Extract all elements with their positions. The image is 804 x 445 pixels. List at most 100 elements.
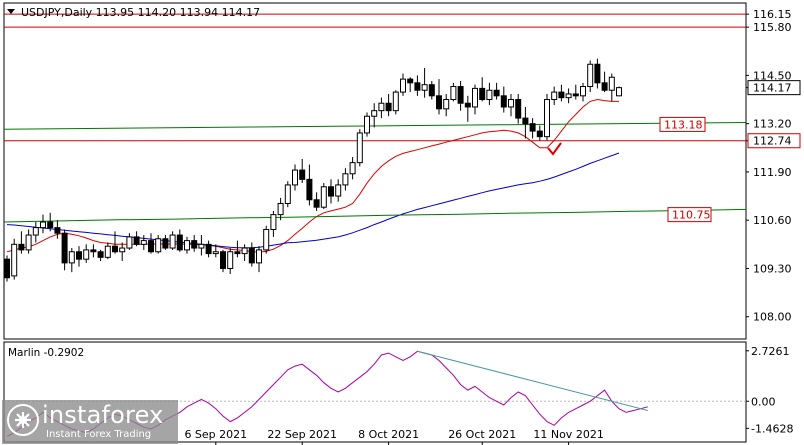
candle-body-bullish xyxy=(349,162,356,175)
y-axis-label: 109.30 xyxy=(753,262,792,275)
candle-body-bullish xyxy=(169,234,176,249)
candle-body-bullish xyxy=(198,243,205,249)
candle-body-bullish xyxy=(335,184,342,197)
candle xyxy=(356,129,363,167)
candle xyxy=(18,231,25,254)
candle xyxy=(335,179,342,202)
price-box-114.17 xyxy=(747,80,801,96)
candle-body-bearish xyxy=(313,199,320,208)
candle-body-bullish xyxy=(371,110,378,117)
candle xyxy=(508,93,514,117)
candle-body-bearish xyxy=(61,232,68,264)
y-axis-label: 114.50 xyxy=(753,69,792,82)
candle-body-bullish xyxy=(292,169,298,186)
candle-body-bearish xyxy=(428,84,435,97)
candle-body-bullish xyxy=(551,91,558,101)
candle xyxy=(133,231,140,247)
candle-body-bearish xyxy=(191,240,198,249)
candle-body-bullish xyxy=(320,186,327,208)
candle-body-bearish xyxy=(148,240,154,253)
candle-body-bearish xyxy=(407,78,414,84)
y-axis-label: 112.74 xyxy=(753,135,792,148)
candle-body-bearish xyxy=(464,102,471,108)
candle xyxy=(616,86,622,97)
candle-body-bullish xyxy=(421,84,428,91)
annotation-label: 110.75 xyxy=(672,209,711,222)
candle-body-bearish xyxy=(97,251,104,258)
candle-body-bullish xyxy=(227,251,234,269)
candle xyxy=(392,90,399,115)
candle xyxy=(148,233,154,254)
candle xyxy=(421,67,428,98)
candle xyxy=(608,73,615,102)
candle xyxy=(464,95,471,122)
candle xyxy=(234,240,241,258)
annotation-box-0 xyxy=(659,116,706,132)
candle-body-bullish xyxy=(356,132,363,164)
candle-body-bullish xyxy=(608,76,615,91)
candle-body-bearish xyxy=(4,258,10,279)
candle-body-bearish xyxy=(601,82,608,91)
candle-body-bearish xyxy=(457,86,464,104)
candle xyxy=(544,93,550,141)
candle xyxy=(68,248,75,273)
candle xyxy=(40,214,46,234)
candle-body-bullish xyxy=(450,86,457,101)
x-axis-label: 11 Nov 2021 xyxy=(533,428,603,441)
candle-body-bearish xyxy=(162,238,169,249)
candle-body-bullish xyxy=(256,249,262,264)
moving-average-line-0 xyxy=(6,98,619,253)
candle-body-bearish xyxy=(529,123,536,132)
candle xyxy=(198,235,205,256)
candle-body-bearish xyxy=(47,221,54,229)
y-axis-label: 114.17 xyxy=(753,82,792,95)
candle xyxy=(342,168,349,191)
symbol-header: USDJPY,Daily 113.95 114.20 113.94 114.17 xyxy=(21,6,260,19)
candle-body-bullish xyxy=(11,243,18,277)
candle-body-bearish xyxy=(558,91,565,99)
candle-body-bullish xyxy=(104,245,111,258)
candle xyxy=(371,103,378,128)
candle-body-bullish xyxy=(364,115,370,134)
oscillator-name: Marlin -0.2902 xyxy=(8,347,84,359)
candle xyxy=(126,233,133,250)
candle xyxy=(76,246,82,267)
candle-body-bearish xyxy=(176,234,183,251)
oscillator-scale-label: -1.4628 xyxy=(751,422,793,435)
candle-body-bearish xyxy=(536,130,543,138)
candle xyxy=(248,242,255,267)
candle-body-bullish xyxy=(284,184,291,204)
collapse-triangle-icon[interactable] xyxy=(7,9,15,14)
candle xyxy=(47,212,54,232)
candle xyxy=(155,235,162,254)
candle-body-bullish xyxy=(400,78,406,93)
candle-body-bearish xyxy=(90,249,97,253)
candle xyxy=(112,231,118,254)
y-axis-label: 111.90 xyxy=(753,166,792,179)
candle xyxy=(580,82,586,102)
candle-body-bullish xyxy=(32,227,39,236)
candle-body-bullish xyxy=(119,247,126,253)
candle-body-bearish xyxy=(436,95,442,110)
candle xyxy=(292,164,298,191)
candle xyxy=(572,84,579,100)
candle-body-bullish xyxy=(25,234,32,251)
candle xyxy=(601,71,608,93)
x-axis-label: 8 Oct 2021 xyxy=(358,428,419,441)
candle-body-bearish xyxy=(76,251,82,260)
candle-body-bearish xyxy=(54,227,61,234)
candle-body-bullish xyxy=(616,87,622,97)
candle xyxy=(83,244,90,263)
check-mark-icon xyxy=(547,142,562,156)
candle-body-bearish xyxy=(306,178,313,201)
candle-body-bullish xyxy=(126,236,133,249)
candle xyxy=(493,82,500,100)
candle xyxy=(313,192,320,211)
price-box-112.74 xyxy=(747,133,801,149)
candle xyxy=(256,246,262,273)
oscillator-scale-label: 2.7261 xyxy=(751,345,790,358)
candle xyxy=(500,86,507,113)
candle-body-bullish xyxy=(277,202,284,216)
candle-body-bearish xyxy=(385,102,392,112)
